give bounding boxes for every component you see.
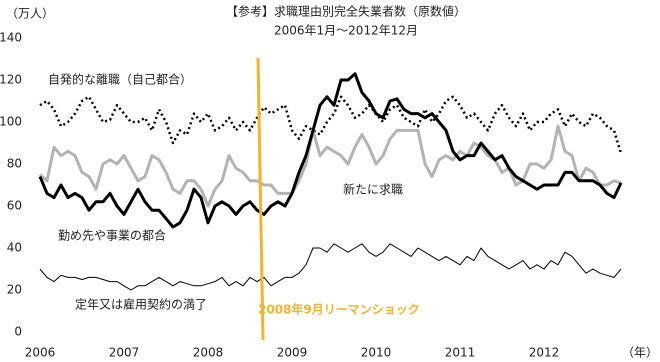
y-tick-label: 60	[7, 199, 22, 213]
y-tick-label: 100	[0, 115, 22, 129]
series-label: 新たに求職	[343, 182, 403, 197]
chart-title: 【参考】求職理由別完全失業者数（原数値）	[226, 4, 466, 19]
series-line	[38, 124, 622, 208]
annotation: 2008年9月リーマンショック	[258, 302, 420, 317]
x-tick-label: 2006	[25, 346, 56, 360]
series-label: 勤め先や事業の都合	[58, 228, 166, 243]
y-tick-label: 20	[7, 283, 22, 297]
x-tick-label: 2008	[193, 346, 224, 360]
series-label: 自発的な離職（自己都合）	[48, 72, 192, 87]
y-tick-label: 140	[0, 31, 22, 45]
x-tick-label: 2010	[361, 346, 392, 360]
x-tick-label: 2012	[529, 346, 560, 360]
y-tick-label: 120	[0, 73, 22, 87]
series-line	[39, 243, 622, 291]
annotation-line	[256, 57, 265, 341]
chart-subtitle: 2006年1月～2012年12月	[274, 24, 418, 38]
series-line	[38, 72, 623, 229]
y-tick-label: 40	[7, 241, 22, 255]
x-tick-label: 2007	[109, 346, 140, 360]
y-axis-label: （万人）	[6, 7, 54, 21]
series-label: 定年又は雇用契約の満了	[75, 297, 207, 312]
series-line	[39, 95, 623, 154]
y-tick-label: 80	[7, 157, 22, 171]
y-tick-label: 0	[14, 325, 22, 339]
x-tick-label: 2009	[277, 346, 308, 360]
x-tick-label: 2011	[445, 346, 476, 360]
x-axis-label: （年）	[622, 346, 658, 360]
